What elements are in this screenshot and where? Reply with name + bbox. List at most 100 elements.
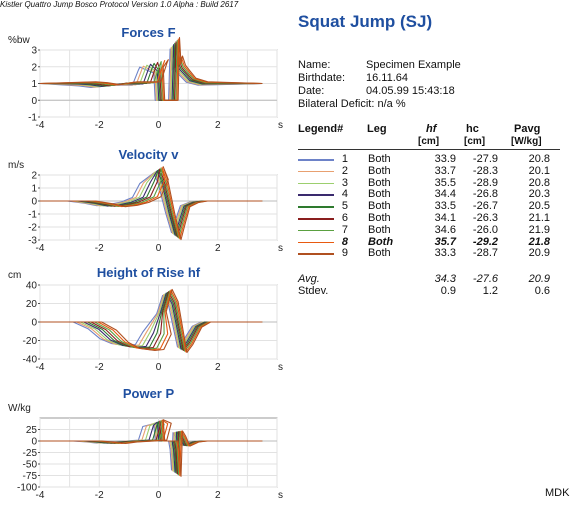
y-tick-label: 0: [31, 197, 37, 208]
pavg-cell: 21.9: [528, 223, 550, 236]
leg-cell: Both: [368, 235, 394, 248]
y-tick-label: -25: [23, 448, 38, 459]
legend-line-6: [298, 218, 334, 220]
leg-cell: Both: [368, 247, 391, 260]
chart-title: Velocity v: [119, 147, 180, 162]
hc-cell: -29.2: [472, 235, 498, 248]
chart-2: Velocity v m/s 2 1 0 -1 -2 -3-4 -2 0 2 s: [8, 147, 283, 254]
name-label: Name:: [298, 59, 331, 71]
series-line-1: [40, 294, 263, 348]
hc-cell: -28.7: [472, 247, 498, 260]
series-line-9: [40, 419, 263, 477]
legend-number: 4: [341, 188, 348, 201]
name-value: Specimen Example: [366, 59, 461, 71]
leg-cell: Both: [368, 188, 391, 201]
footer-initials: MDK: [545, 487, 570, 499]
legend-number: 8: [341, 235, 348, 248]
hf-cell: 34.4: [434, 188, 456, 201]
leg-cell: Both: [368, 200, 391, 213]
series-line-9: [40, 288, 263, 354]
y-tick-label: -50: [23, 460, 38, 471]
chart-1: Forces F %bw3 2 1 0 -1-4 -2 0 2 s: [8, 25, 283, 131]
date-label: Date:: [298, 85, 325, 97]
series-line-4: [39, 44, 263, 101]
x-tick-label: 0: [156, 120, 162, 131]
leg-cell: Both: [368, 223, 391, 236]
x-tick-label: -2: [95, 362, 104, 373]
y-tick-label: -100: [17, 483, 37, 494]
pavg-cell: 20.1: [528, 164, 550, 177]
y-tick-label: 2: [31, 62, 37, 73]
legend-number: 9: [341, 247, 348, 260]
chart-title: Power P: [123, 386, 175, 401]
leg-cell: Both: [368, 212, 391, 224]
summary-label: Avg.: [298, 273, 320, 286]
chart-title: Height of Rise hf: [97, 265, 201, 280]
protocol-subtitle: Kistler Quattro Jump Bosco Protocol Vers…: [0, 0, 239, 9]
hf-cell: 34.6: [434, 223, 456, 236]
bilateral-deficit: Bilateral Deficit: n/a %: [298, 98, 406, 110]
y-tick-label: -1: [28, 113, 37, 124]
x-tick-label: 0: [156, 490, 162, 501]
series-line-7: [40, 290, 263, 352]
x-tick-label: -4: [36, 490, 45, 501]
y-tick-label: -20: [23, 336, 38, 347]
legend-number: 6: [341, 212, 348, 224]
hf-cell: 35.5: [434, 176, 456, 189]
y-tick-label: 0: [31, 437, 37, 448]
x-axis-label: s: [278, 490, 283, 501]
unit-pavg: [W/kg]: [511, 136, 542, 147]
legend-line-1: [298, 159, 334, 161]
series-line-4: [40, 292, 263, 350]
birthdate-label: Birthdate:: [298, 72, 346, 84]
y-tick-label: 2: [31, 171, 37, 182]
col-header-hf: hf: [426, 123, 437, 135]
x-tick-label: -4: [36, 362, 45, 373]
y-tick-label: 3: [31, 46, 37, 57]
legend-line-8: [298, 241, 334, 244]
y-tick-label: 40: [26, 281, 38, 292]
hf-cell: 33.7: [434, 164, 456, 177]
x-tick-label: 0: [156, 362, 162, 373]
y-tick-label: 1: [31, 184, 37, 195]
y-axis-label: %bw: [8, 35, 30, 46]
x-tick-label: 2: [215, 362, 221, 373]
x-tick-label: -2: [95, 490, 104, 501]
summary-hf: 34.3: [434, 273, 456, 286]
hc-cell: -26.0: [472, 223, 498, 236]
x-tick-label: 2: [215, 490, 221, 501]
hc-cell: -26.3: [472, 212, 498, 224]
y-tick-label: 20: [26, 299, 38, 310]
legend-number: 7: [341, 223, 348, 236]
y-axis-label: W/kg: [8, 403, 31, 414]
table-header-divider: [298, 149, 560, 150]
legend-line-5: [298, 206, 334, 208]
y-axis-label: cm: [8, 270, 21, 281]
hf-cell: 34.1: [434, 212, 456, 224]
series-line-6: [40, 291, 263, 351]
pavg-cell: 20.5: [528, 200, 550, 213]
series-line-9: [39, 37, 263, 101]
summary-pavg: 0.6: [534, 285, 550, 298]
leg-cell: Both: [368, 164, 391, 177]
pavg-cell: 20.3: [528, 188, 550, 201]
hc-cell: -26.8: [472, 188, 498, 201]
y-tick-label: 25: [26, 425, 38, 436]
pavg-cell: 20.9: [528, 247, 550, 260]
series-line-6: [40, 168, 263, 238]
summary-pavg: 20.9: [528, 273, 550, 286]
legend-number: 3: [341, 176, 348, 189]
hc-cell: -26.7: [472, 200, 498, 213]
pavg-cell: 21.1: [528, 212, 550, 224]
summary-hc: 1.2: [482, 285, 498, 298]
y-axis-label: m/s: [8, 160, 24, 171]
series-line-2: [40, 294, 263, 349]
series-line-3: [40, 170, 263, 235]
series-line-7: [40, 167, 263, 239]
x-tick-label: -4: [36, 243, 45, 254]
chart-title: Forces F: [121, 25, 175, 40]
y-tick-label: -40: [23, 355, 38, 366]
